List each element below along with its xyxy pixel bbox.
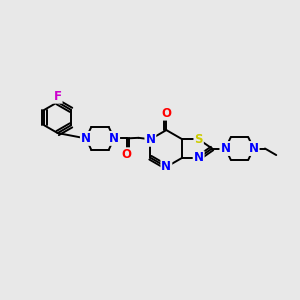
Text: O: O [161, 106, 171, 120]
Text: F: F [54, 90, 62, 103]
Text: N: N [81, 132, 91, 145]
Text: S: S [194, 133, 203, 146]
Text: N: N [220, 142, 230, 155]
Text: N: N [146, 133, 155, 146]
Text: O: O [122, 148, 132, 161]
Text: N: N [109, 132, 119, 145]
Text: N: N [161, 160, 171, 173]
Text: N: N [249, 142, 259, 155]
Text: N: N [194, 151, 204, 164]
